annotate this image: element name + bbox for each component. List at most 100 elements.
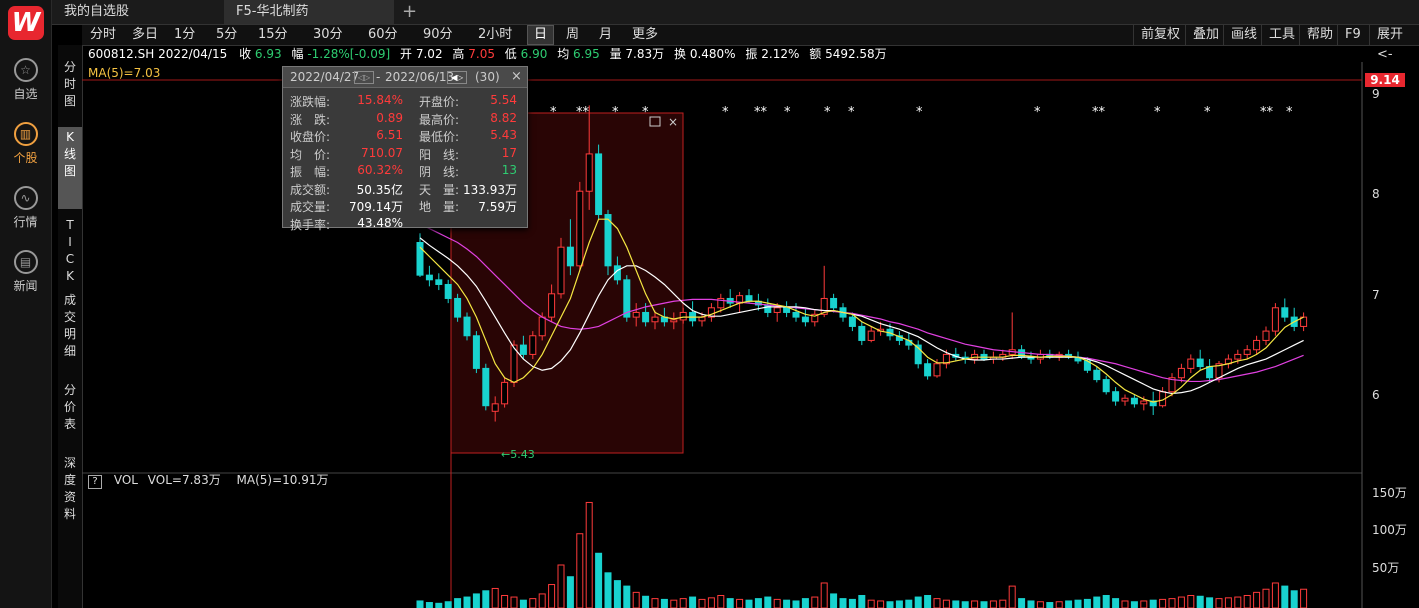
volume-bar — [510, 596, 518, 608]
popup-close-button[interactable]: × — [511, 69, 522, 84]
selection-box-controls[interactable]: × — [649, 115, 678, 129]
event-marker[interactable]: * — [550, 105, 557, 120]
range-separator: - — [376, 70, 381, 84]
volume-bar — [454, 598, 462, 608]
event-marker[interactable]: * — [848, 105, 855, 120]
sidebar-item-stock[interactable]: ▥ 个股 — [0, 122, 51, 166]
event-marker[interactable]: * — [1286, 105, 1293, 120]
event-marker[interactable]: * — [642, 105, 649, 120]
event-marker[interactable]: * — [784, 105, 791, 120]
toolbar-right-5[interactable]: F9 — [1337, 25, 1368, 45]
market-trend-icon: ∿ — [13, 186, 38, 210]
change-value: -1.28%[-0.09] — [307, 47, 391, 61]
view-tab-4[interactable]: 分价表 — [58, 380, 82, 442]
event-marker[interactable]: * — [612, 105, 619, 120]
candle-body — [435, 279, 443, 285]
volume-bar — [1140, 600, 1148, 608]
volume-bar — [623, 585, 631, 608]
volume-bar — [604, 572, 612, 608]
kline-chart[interactable]: * ** * * * ** * * * * * ** * * ** * ←5.43 × — [82, 62, 1419, 608]
candle-body — [867, 330, 875, 341]
candle-body — [858, 325, 866, 341]
range-stats-popup[interactable]: 2022/04/27 ◁▷ - 2022/06/13 ◀▷ (30) × 涨跌幅… — [282, 66, 528, 232]
help-icon[interactable]: ? — [88, 475, 102, 489]
volume-bar — [463, 596, 471, 608]
period-3[interactable]: 5分 — [216, 27, 238, 42]
sidebar-item-news[interactable]: ▤ 新闻 — [0, 250, 51, 294]
event-marker[interactable]: ** — [1260, 105, 1274, 120]
volume-bar — [1290, 590, 1298, 608]
view-tab-3[interactable]: 成交明细 — [58, 290, 82, 372]
sidebar-item-market[interactable]: ∿ 行情 — [0, 186, 51, 230]
candle-body — [1130, 397, 1138, 405]
range-start-date[interactable]: 2022/04/27 — [290, 70, 360, 84]
sidebar-item-watchlist[interactable]: ☆ 自选 — [0, 58, 51, 102]
volume-bar — [1187, 594, 1195, 608]
toolbar-right-4[interactable]: 帮助 — [1299, 25, 1340, 45]
view-tab-5[interactable]: 深度资料 — [58, 453, 82, 535]
popup-field: 开盘价: — [419, 95, 460, 109]
volume-bar — [1093, 596, 1101, 608]
period-9[interactable]: 日 — [527, 25, 555, 45]
toolbar-right-0[interactable]: 前复权 — [1133, 25, 1187, 45]
view-tab-0[interactable]: 分时图 — [58, 57, 82, 119]
volume-bar — [942, 599, 950, 608]
volume-bar — [736, 598, 744, 608]
period-7[interactable]: 90分 — [423, 27, 453, 42]
event-marker[interactable]: ** — [576, 105, 590, 120]
volume-bar — [999, 599, 1007, 608]
period-0[interactable]: 分时 — [90, 27, 117, 42]
price-tick: 8 — [1372, 187, 1380, 201]
event-marker[interactable]: ** — [1092, 105, 1106, 120]
period-6[interactable]: 60分 — [368, 27, 398, 42]
toolbar-right-2[interactable]: 画线 — [1223, 25, 1264, 45]
candle-body — [1168, 377, 1176, 393]
sidebar-item-label: 个股 — [13, 151, 38, 165]
period-5[interactable]: 30分 — [313, 27, 343, 42]
range-end-date[interactable]: 2022/06/13 — [385, 70, 455, 84]
volume-bar — [877, 600, 885, 608]
left-sidebar: W ☆ 自选 ▥ 个股 ∿ 行情 ▤ 新闻 — [0, 0, 52, 608]
candle-body — [595, 153, 603, 216]
event-marker[interactable]: * — [1204, 105, 1211, 120]
period-8[interactable]: 2小时 — [478, 27, 513, 42]
volume-bar — [1055, 601, 1063, 608]
event-marker[interactable]: * — [824, 105, 831, 120]
candle-body — [1262, 330, 1270, 341]
event-marker[interactable]: * — [722, 105, 729, 120]
period-10[interactable]: 周 — [566, 27, 580, 42]
app-logo[interactable]: W — [8, 6, 44, 40]
period-12[interactable]: 更多 — [632, 27, 659, 42]
toolbar-right-1[interactable]: 叠加 — [1185, 25, 1226, 45]
tab-watchlist[interactable]: 我的自选股 — [64, 4, 130, 19]
event-marker[interactable]: * — [916, 105, 923, 120]
volume-bar — [1206, 597, 1214, 608]
add-tab-button[interactable]: + — [402, 1, 418, 22]
toolbar-right-3[interactable]: 工具 — [1261, 25, 1302, 45]
period-1[interactable]: 多日 — [132, 27, 159, 42]
start-date-stepper-icon[interactable]: ◁▷ — [354, 71, 374, 84]
period-4[interactable]: 15分 — [258, 27, 288, 42]
maximize-icon[interactable] — [649, 116, 661, 127]
close-icon[interactable]: × — [668, 115, 678, 129]
volume-bar — [971, 600, 979, 608]
period-2[interactable]: 1分 — [174, 27, 196, 42]
volume-bar — [867, 599, 875, 608]
event-marker[interactable]: * — [1034, 105, 1041, 120]
sidebar-item-label: 自选 — [13, 87, 38, 101]
event-marker[interactable]: ** — [754, 105, 768, 120]
range-count: (30) — [475, 70, 500, 84]
toolbar-right-6[interactable]: 展开<- — [1369, 25, 1419, 62]
ma10-line — [419, 237, 1304, 395]
end-date-stepper-icon[interactable]: ◀▷ — [447, 71, 467, 84]
volume-bar — [1065, 600, 1073, 608]
period-11[interactable]: 月 — [599, 27, 613, 42]
tab-stock-600812[interactable]: F5-华北制药 600812.SH — [224, 0, 394, 43]
volume-bar — [933, 598, 941, 608]
volume-bar — [1262, 588, 1270, 608]
volume-bar — [1196, 595, 1204, 608]
low-value: 6.90 — [520, 47, 548, 61]
event-marker[interactable]: * — [1154, 105, 1161, 120]
